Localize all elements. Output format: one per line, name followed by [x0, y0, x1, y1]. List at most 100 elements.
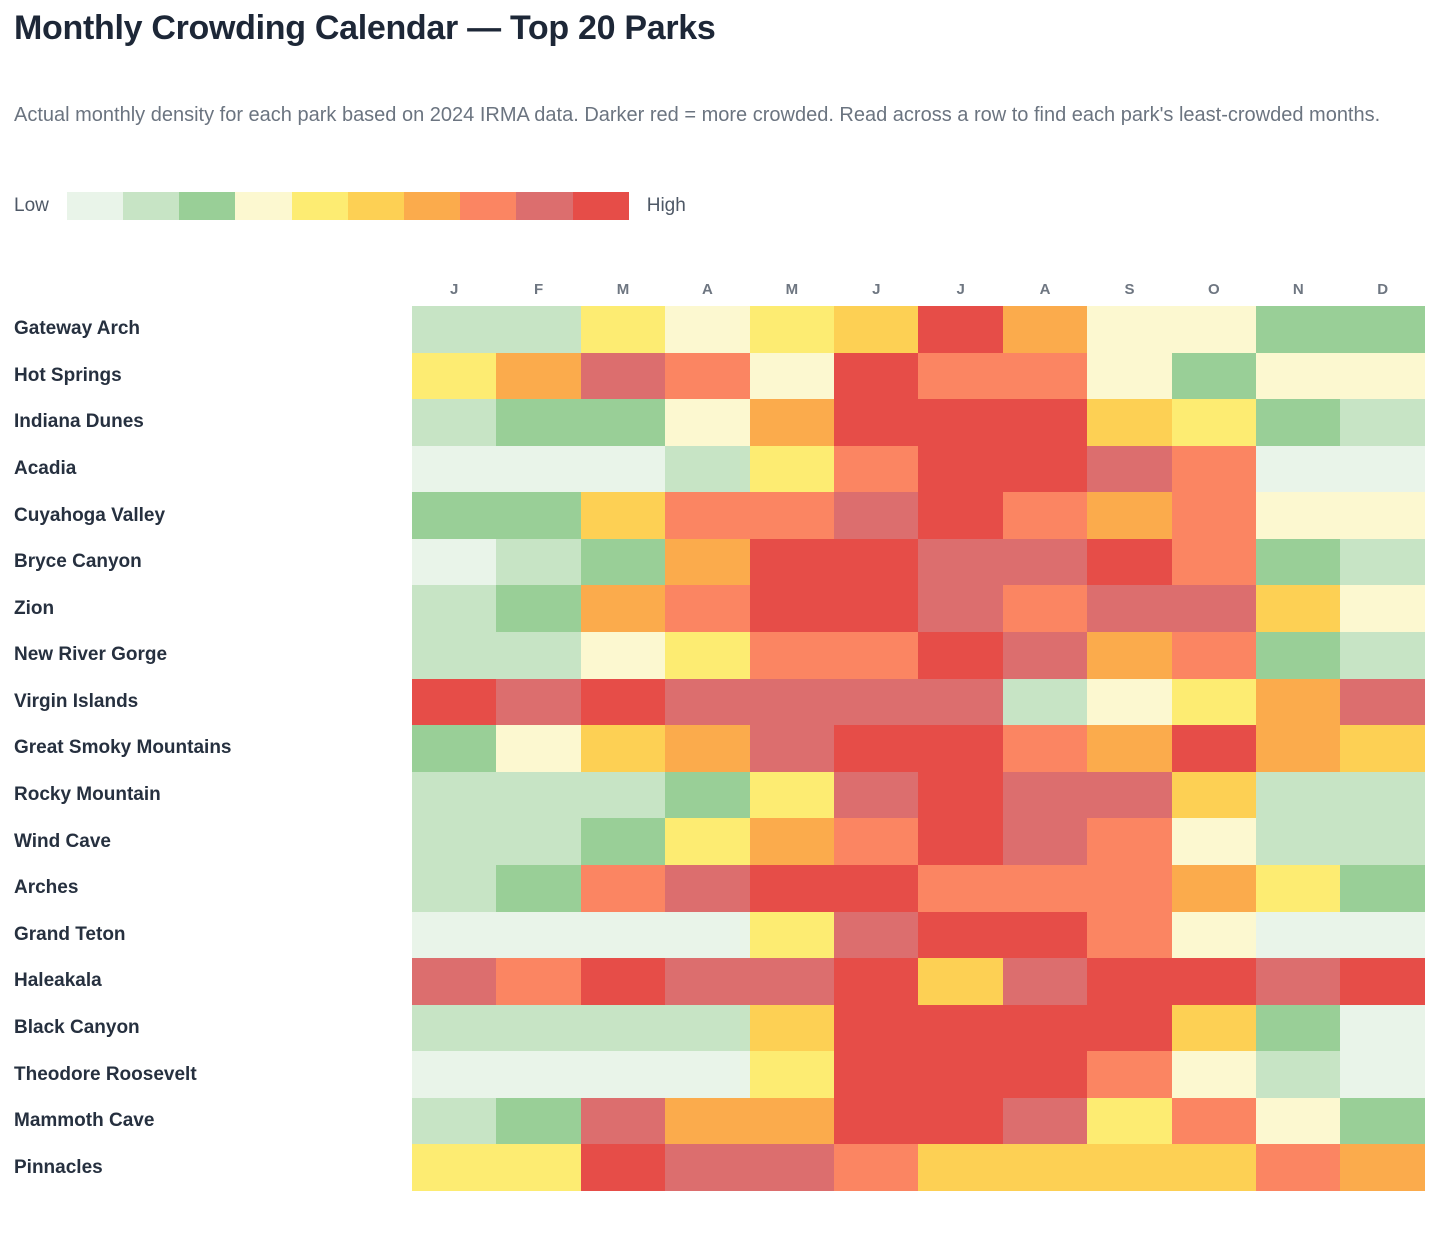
heatmap-cell: [1171, 352, 1257, 400]
heatmap-cell: [749, 911, 835, 959]
heatmap-cell: [496, 771, 581, 819]
park-label: Bryce Canyon: [14, 551, 142, 573]
heatmap-row: Wind Cave: [14, 818, 1426, 865]
heatmap-cell: [1340, 818, 1425, 865]
heatmap-cell: [496, 864, 581, 912]
heatmap-cell: [918, 1004, 1003, 1052]
month-header: A: [1039, 281, 1051, 298]
heatmap-cell: [496, 352, 581, 400]
page: Monthly Crowding Calendar — Top 20 Parks…: [14, 9, 1426, 1191]
heatmap-cell: [1340, 771, 1425, 819]
heatmap-cell: [412, 632, 497, 679]
heatmap-cell: [1340, 864, 1425, 912]
heatmap-cell: [496, 678, 581, 726]
heatmap-cell: [580, 1144, 666, 1191]
month-header: D: [1377, 281, 1389, 298]
heatmap-cell: [580, 1004, 666, 1052]
heatmap-cell: [1340, 585, 1425, 633]
heatmap-cell: [580, 725, 666, 772]
heatmap-cell: [1171, 1144, 1257, 1191]
heatmap-cell: [665, 958, 750, 1005]
month-header: J: [450, 281, 459, 298]
color-legend: Low High: [14, 192, 1426, 220]
heatmap-cell: [918, 725, 1003, 772]
heatmap-cell: [834, 771, 919, 819]
heatmap-cell: [412, 1144, 497, 1191]
legend-swatch: [460, 192, 517, 220]
heatmap-cell: [665, 818, 750, 865]
heatmap-cell: [580, 399, 666, 446]
heatmap-cell: [1087, 725, 1172, 772]
heatmap-cell: [1171, 445, 1257, 493]
heatmap-cell: [580, 306, 666, 353]
heatmap-cell: [665, 538, 750, 586]
heatmap-cell: [580, 538, 666, 586]
legend-swatch: [347, 192, 404, 220]
heatmap-cell: [749, 1097, 835, 1145]
heatmap-cell: [1256, 445, 1341, 493]
heatmap-cell: [749, 725, 835, 772]
heatmap-row: Cuyahoga Valley: [14, 492, 1426, 539]
park-label: Pinnacles: [14, 1156, 103, 1178]
heatmap-cell: [1171, 632, 1257, 679]
heatmap-cell: [749, 352, 835, 400]
heatmap-cell: [834, 725, 919, 772]
heatmap-cell: [496, 911, 581, 959]
heatmap-cell: [749, 399, 835, 446]
heatmap-cell: [580, 864, 666, 912]
heatmap-cell: [834, 1144, 919, 1191]
heatmap-cell: [1256, 678, 1341, 726]
heatmap-cell: [580, 1097, 666, 1145]
heatmap-cell: [1087, 585, 1172, 633]
heatmap-cell: [1256, 399, 1341, 446]
heatmap-cell: [918, 445, 1003, 493]
month-header: N: [1292, 281, 1304, 298]
heatmap-cell: [496, 399, 581, 446]
heatmap-cell: [1171, 958, 1257, 1005]
heatmap-row: Indiana Dunes: [14, 399, 1426, 446]
heatmap-row: Black Canyon: [14, 1004, 1426, 1052]
month-header: J: [956, 281, 965, 298]
heatmap-cell: [580, 352, 666, 400]
heatmap-cell: [665, 771, 750, 819]
heatmap-cell: [1340, 1144, 1425, 1191]
heatmap-cell: [1087, 911, 1172, 959]
heatmap-cell: [665, 492, 750, 539]
heatmap-cell: [1087, 445, 1172, 493]
heatmap-cell: [496, 1051, 581, 1098]
heatmap-cell: [1002, 492, 1088, 539]
heatmap-cell: [918, 1051, 1003, 1098]
heatmap-cell: [1002, 678, 1088, 726]
heatmap-cell: [918, 864, 1003, 912]
heatmap-cell: [1171, 678, 1257, 726]
heatmap-cell: [665, 911, 750, 959]
heatmap-cell: [1002, 1004, 1088, 1052]
heatmap-cell: [834, 1051, 919, 1098]
heatmap-cell: [1256, 538, 1341, 586]
heatmap-cell: [496, 632, 581, 679]
heatmap-cell: [580, 1051, 666, 1098]
heatmap-cell: [665, 725, 750, 772]
heatmap-cell: [1171, 771, 1257, 819]
heatmap-cell: [749, 492, 835, 539]
heatmap-cell: [412, 399, 497, 446]
park-label: Wind Cave: [14, 830, 111, 852]
heatmap-cell: [834, 306, 919, 353]
park-label: Great Smoky Mountains: [14, 737, 232, 759]
heatmap-cell: [1256, 1097, 1341, 1145]
heatmap-row: Mammoth Cave: [14, 1097, 1426, 1145]
park-label: Mammoth Cave: [14, 1110, 155, 1132]
heatmap-cell: [1171, 1097, 1257, 1145]
heatmap-cell: [834, 352, 919, 400]
heatmap-cell: [1171, 306, 1257, 353]
heatmap-cell: [749, 306, 835, 353]
heatmap-row: Rocky Mountain: [14, 771, 1426, 819]
heatmap-cell: [412, 958, 497, 1005]
legend-swatch: [123, 192, 180, 220]
heatmap-cell: [580, 678, 666, 726]
heatmap-cell: [1171, 585, 1257, 633]
heatmap-row: Haleakala: [14, 958, 1426, 1005]
heatmap-cell: [496, 1144, 581, 1191]
heatmap-cell: [496, 306, 581, 353]
park-label: Acadia: [14, 458, 77, 480]
